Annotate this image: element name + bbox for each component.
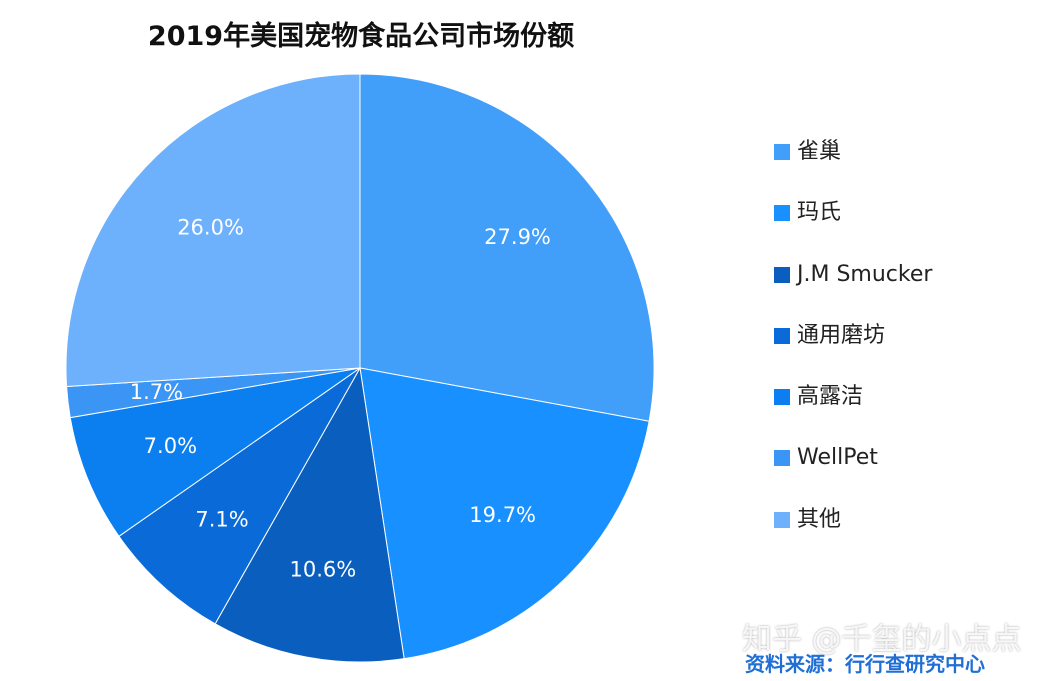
source-note: 资料来源：行行查研究中心 — [745, 652, 985, 676]
legend-label: 雀巢 — [797, 139, 842, 164]
chart-legend: 雀巢玛氏 J.M Smucker 通用磨坊高露洁 WellPet 其他 — [774, 134, 932, 563]
watermark: 知乎 @千玺的小点点 — [742, 622, 1022, 657]
legend-item-4: 高露洁 — [774, 379, 932, 440]
pie-slices — [65, 73, 655, 663]
pie-slice-label-1: 19.7% — [469, 503, 536, 527]
pie-slice-labels: 27.9% 19.7% 10.6% 7.1% 7.0% 1.7% 26.0% — [130, 216, 551, 582]
pie-slice-2 — [214, 366, 405, 663]
pie-slice-label-0: 27.9% — [484, 225, 551, 249]
chart-title: 2019年美国宠物食品公司市场份额 — [147, 21, 575, 52]
legend-swatch — [774, 450, 790, 467]
pie-slice-0 — [359, 73, 655, 422]
pie-slice-4 — [69, 367, 361, 537]
legend-label: WellPet — [797, 445, 878, 471]
legend-label: 通用磨坊 — [797, 322, 886, 348]
pie-slice-label-5: 1.7% — [130, 380, 183, 404]
legend-label: 玛氏 — [797, 200, 842, 226]
pie-slice-3 — [118, 367, 361, 625]
pie-slice-6 — [65, 73, 361, 387]
legend-item-1: 玛氏 — [774, 195, 932, 256]
legend-label: J.M Smucker — [797, 261, 933, 287]
legend-item-2: J.M Smucker — [774, 257, 932, 318]
legend-item-3: 通用磨坊 — [774, 318, 932, 379]
legend-label: 其他 — [797, 506, 842, 532]
legend-swatch — [774, 144, 790, 160]
legend-swatch — [774, 389, 790, 406]
legend-label: 高露洁 — [797, 384, 864, 410]
legend-swatch — [774, 266, 790, 283]
legend-item-5: WellPet — [774, 440, 932, 501]
legend-swatch — [774, 327, 790, 344]
pie-slice-label-2: 10.6% — [289, 558, 356, 582]
pie-slice-1 — [359, 367, 650, 660]
legend-item-6: 其他 — [774, 502, 932, 563]
legend-item-0: 雀巢 — [774, 134, 932, 195]
legend-swatch — [774, 511, 790, 528]
pie-slice-label-6: 26.0% — [177, 216, 244, 240]
pie-slice-label-4: 7.0% — [144, 434, 197, 458]
legend-swatch — [774, 205, 790, 222]
pie-slice-label-3: 7.1% — [195, 508, 248, 532]
